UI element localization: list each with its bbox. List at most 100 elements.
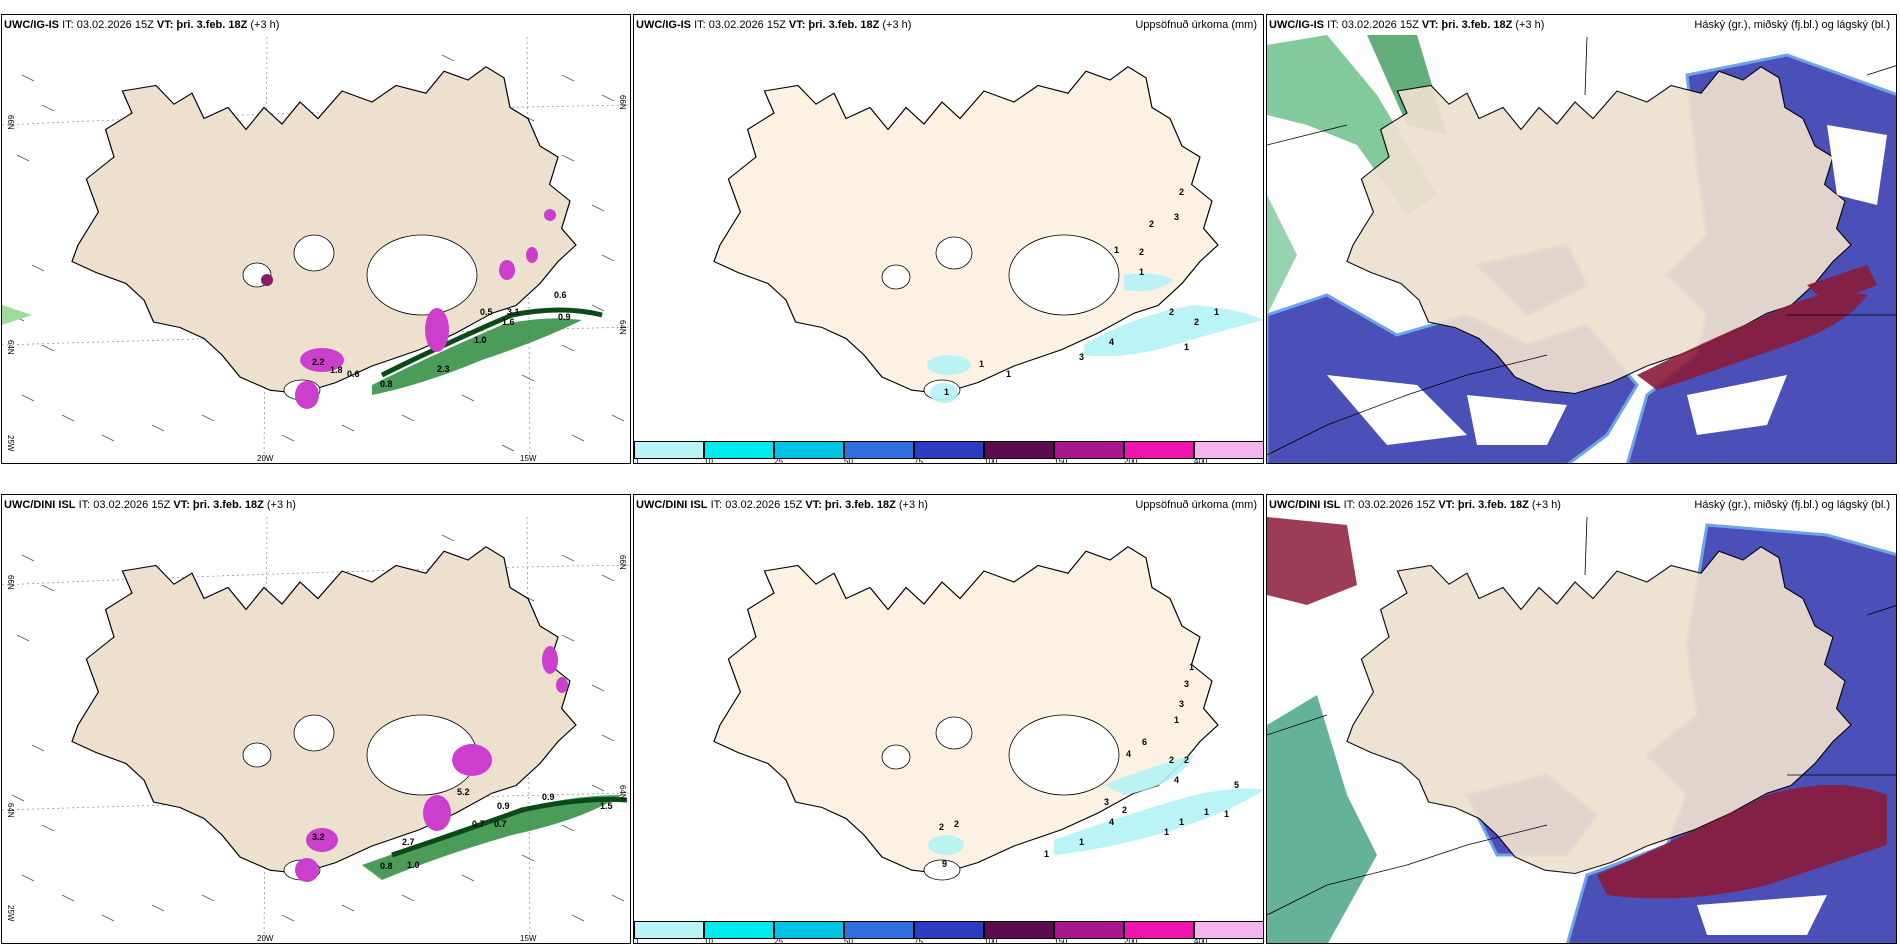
svg-text:1: 1 bbox=[1224, 809, 1229, 819]
run-time: IT: 03.02.2026 15Z bbox=[710, 499, 803, 511]
svg-text:3: 3 bbox=[1104, 797, 1109, 807]
svg-text:1.8: 1.8 bbox=[330, 365, 343, 375]
panel-header: UWC/DINI ISL IT: 03.02.2026 15Z VT: þri.… bbox=[4, 499, 624, 515]
cloud-white-gaps bbox=[1367, 875, 1827, 935]
cloud-low-red bbox=[1637, 265, 1877, 390]
graticule bbox=[1267, 516, 1896, 916]
svg-text:9: 9 bbox=[942, 859, 947, 869]
model-name: UWC/DINI ISL bbox=[636, 499, 708, 511]
colorbar-label: 50 bbox=[844, 457, 853, 464]
lead-time: (+3 h) bbox=[250, 19, 280, 31]
lon-label-25: 25W bbox=[6, 435, 15, 452]
model-name: UWC/DINI ISL bbox=[1269, 499, 1341, 511]
colorbar-bin bbox=[634, 441, 704, 459]
colorbar-label: 10 bbox=[704, 457, 713, 464]
map-wind-precip: 1.5 0.9 0.7 0.7 1.0 0.8 0.9 2.7 3.2 5.2 … bbox=[2, 516, 630, 943]
colorbar-bin bbox=[1194, 921, 1263, 939]
colorbar: 1 10 25 50 75 100 150 200 400 bbox=[634, 441, 1263, 463]
precip-green bbox=[2, 305, 603, 395]
svg-text:1: 1 bbox=[1044, 849, 1049, 859]
svg-text:2: 2 bbox=[939, 822, 944, 832]
svg-text:1: 1 bbox=[1214, 307, 1219, 317]
colorbar-bin bbox=[704, 921, 774, 939]
colorbar-label: 200 bbox=[1124, 937, 1138, 944]
precip-cyan bbox=[928, 755, 1263, 855]
svg-text:2.3: 2.3 bbox=[437, 364, 450, 374]
colorbar-label: 1 bbox=[635, 937, 640, 944]
panel-clouds-dini: UWC/DINI ISL IT: 03.02.2026 15Z VT: þri.… bbox=[1266, 494, 1897, 944]
svg-text:2: 2 bbox=[954, 819, 959, 829]
panel-header: UWC/DINI ISL IT: 03.02.2026 15Z VT: þri.… bbox=[1269, 499, 1890, 515]
svg-text:1.0: 1.0 bbox=[407, 860, 420, 870]
precip-green bbox=[362, 795, 628, 880]
map-wind-precip: 0.5 0.6 0.9 1.0 2.3 0.8 1.6 0.6 2.2 1.8 … bbox=[2, 36, 630, 463]
lon-label-15: 15W bbox=[520, 934, 537, 943]
colorbar-bin bbox=[1054, 921, 1124, 939]
svg-text:1: 1 bbox=[1164, 827, 1169, 837]
colorbar-bin bbox=[914, 921, 984, 939]
svg-text:1: 1 bbox=[1189, 662, 1194, 672]
lon-label-15: 15W bbox=[520, 454, 537, 463]
svg-text:1: 1 bbox=[1139, 267, 1144, 277]
svg-text:0.7: 0.7 bbox=[494, 819, 507, 829]
run-time: IT: 03.02.2026 15Z bbox=[694, 19, 786, 31]
cloud-mid-green bbox=[1267, 695, 1377, 943]
graticule bbox=[1267, 36, 1896, 456]
svg-text:0.9: 0.9 bbox=[558, 312, 571, 322]
run-time: IT: 03.02.2026 15Z bbox=[62, 19, 154, 31]
lon-label-20: 20W bbox=[257, 934, 274, 943]
lat-label-66-right: 66N bbox=[618, 95, 627, 110]
svg-text:2: 2 bbox=[1184, 755, 1189, 765]
graticule bbox=[2, 516, 630, 943]
colorbar-bin bbox=[1124, 921, 1194, 939]
svg-text:1.6: 1.6 bbox=[502, 317, 515, 327]
colorbar-label: 25 bbox=[774, 937, 783, 944]
svg-text:3: 3 bbox=[1079, 352, 1084, 362]
glaciers bbox=[881, 714, 1120, 881]
colorbar-bin bbox=[774, 921, 844, 939]
colorbar-label: 50 bbox=[844, 937, 853, 944]
svg-text:0.7: 0.7 bbox=[472, 819, 485, 829]
svg-text:6: 6 bbox=[1142, 737, 1147, 747]
svg-text:3: 3 bbox=[1174, 212, 1179, 222]
run-time: IT: 03.02.2026 15Z bbox=[1327, 19, 1419, 31]
colorbar-label: 400 bbox=[1194, 457, 1208, 464]
svg-text:0.9: 0.9 bbox=[542, 792, 555, 802]
svg-text:5.2: 5.2 bbox=[457, 787, 470, 797]
colorbar-bin bbox=[634, 921, 704, 939]
lat-label-64: 64N bbox=[6, 803, 15, 818]
panel-accum-precip-igis: UWC/IG-IS IT: 03.02.2026 15Z VT: þri. 3.… bbox=[633, 14, 1264, 464]
colorbar-label: 150 bbox=[1054, 457, 1068, 464]
svg-text:1: 1 bbox=[979, 359, 984, 369]
svg-text:1.0: 1.0 bbox=[474, 335, 487, 345]
colorbar-label: 1 bbox=[635, 457, 640, 464]
field-title: Háský (gr.), miðský (fj.bl.) og lágský (… bbox=[1694, 19, 1890, 31]
lat-label-64-right: 64N bbox=[618, 320, 627, 335]
field-title: Uppsöfnuð úrkoma (mm) bbox=[1135, 19, 1257, 31]
svg-text:0.8: 0.8 bbox=[380, 861, 393, 871]
valid-time: VT: þri. 3.feb. 18Z bbox=[805, 499, 896, 511]
svg-text:3.2: 3.2 bbox=[312, 832, 325, 842]
svg-text:0.6: 0.6 bbox=[554, 290, 567, 300]
valid-time: VT: þri. 3.feb. 18Z bbox=[1438, 499, 1529, 511]
svg-text:1: 1 bbox=[1114, 245, 1119, 255]
colorbar-bin bbox=[774, 441, 844, 459]
colorbar: 1 10 25 50 75 100 150 200 400 bbox=[634, 921, 1263, 943]
colorbar-label: 100 bbox=[984, 457, 998, 464]
colorbar-label: 150 bbox=[1054, 937, 1068, 944]
svg-text:2: 2 bbox=[1194, 317, 1199, 327]
model-name: UWC/DINI ISL bbox=[4, 499, 76, 511]
svg-text:4: 4 bbox=[1126, 749, 1131, 759]
svg-text:2: 2 bbox=[1169, 755, 1174, 765]
svg-text:2: 2 bbox=[1169, 307, 1174, 317]
svg-text:1: 1 bbox=[1179, 817, 1184, 827]
colorbar-bin bbox=[1194, 441, 1263, 459]
map-clouds bbox=[1267, 35, 1896, 463]
panel-clouds-igis: UWC/IG-IS IT: 03.02.2026 15Z VT: þri. 3.… bbox=[1266, 14, 1897, 464]
accum-labels: 1 3 3 1 6 4 2 2 4 5 3 2 4 1 1 1 1 2 2 1 … bbox=[939, 662, 1239, 869]
svg-text:0.9: 0.9 bbox=[497, 801, 510, 811]
model-name: UWC/IG-IS bbox=[1269, 19, 1324, 31]
precip-labels: 1.5 0.9 0.7 0.7 1.0 0.8 0.9 2.7 3.2 5.2 bbox=[312, 787, 613, 871]
precip-magenta bbox=[295, 646, 568, 882]
run-time: IT: 03.02.2026 15Z bbox=[1343, 499, 1436, 511]
